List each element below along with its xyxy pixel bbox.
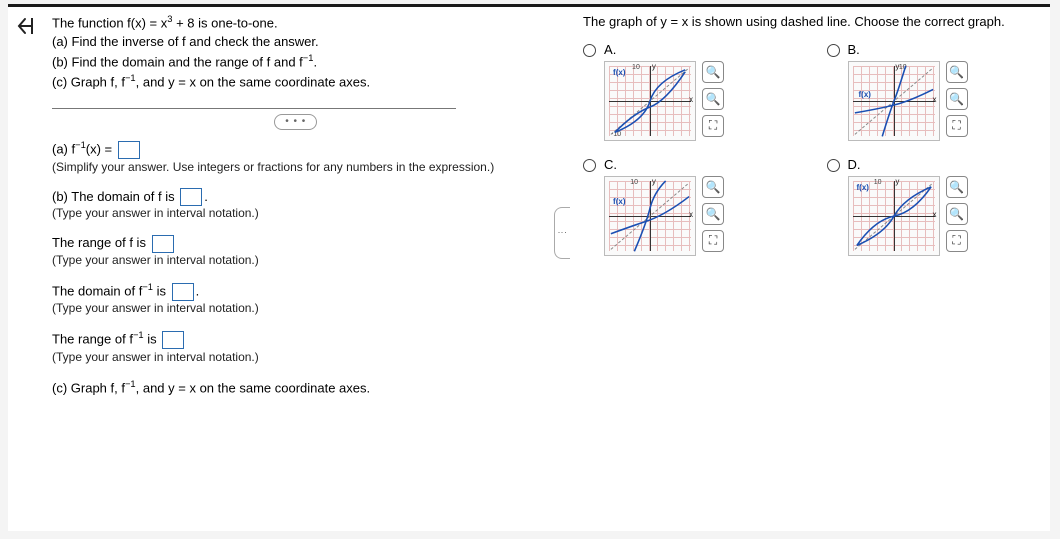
option-d-label: D. [848,157,1040,172]
zoom-icon[interactable]: 🔍 [946,88,968,110]
vertical-tab[interactable]: ⋮ [554,207,570,259]
answer-b1: (b) The domain of f is . (Type your answ… [52,188,557,221]
fx-text: The function f(x) = x [52,15,167,30]
answer-box-b2[interactable] [152,235,174,253]
page: The function f(x) = x3 + 8 is one-to-one… [8,4,1050,531]
graph-thumb-a[interactable]: y x 10 -10 f(x) [604,61,696,141]
expand-icon[interactable]: ⛶ [702,230,724,252]
zoom-in-icon[interactable]: 🔍 [702,61,724,83]
zoom-in-icon[interactable]: 🔍 [702,176,724,198]
zoom-in-icon[interactable]: 🔍 [946,61,968,83]
answer-box-b1[interactable] [180,188,202,206]
option-b-label: B. [848,42,1040,57]
question-panel: The function f(x) = x3 + 8 is one-to-one… [52,7,569,531]
graph-thumb-c[interactable]: y x 10 f(x) [604,176,696,256]
hint-b2: (Type your answer in interval notation.) [52,253,557,267]
radio-a[interactable] [583,44,596,57]
option-a: A. y x 10 -10 f(x) [583,42,796,141]
zoom-icon[interactable]: 🔍 [702,203,724,225]
answer-c: (c) Graph f, f−1, and y = x on the same … [52,378,557,398]
answer-box-b4[interactable] [162,331,184,349]
option-c: C. y x 10 f(x) [583,157,796,256]
hint-b1: (Type your answer in interval notation.) [52,206,557,220]
radio-d[interactable] [827,159,840,172]
back-column [8,7,52,531]
problem-statement: The function f(x) = x3 + 8 is one-to-one… [52,13,557,33]
divider [52,108,456,109]
part-c-text: (c) Graph f, f−1, and y = x on the same … [52,72,557,92]
answer-b2: The range of f is (Type your answer in i… [52,234,557,267]
zoom-icon[interactable]: 🔍 [702,88,724,110]
graph-thumb-b[interactable]: y x 10 f(x) [848,61,940,141]
expand-icon[interactable]: ⛶ [946,115,968,137]
hint-b4: (Type your answer in interval notation.) [52,350,557,364]
part-b-text: (b) Find the domain and the range of f a… [52,52,557,72]
graph-prompt: The graph of y = x is shown using dashed… [583,13,1040,32]
answer-a-line: (a) f−1(x) = [52,139,557,159]
fx-rest: + 8 is one-to-one. [172,15,277,30]
more-pill[interactable]: • • • [274,114,317,130]
answer-box-b3[interactable] [172,283,194,301]
option-b: B. y x 10 f(x) [827,42,1040,141]
answer-box-a[interactable] [118,141,140,159]
expand-icon[interactable]: ⛶ [946,230,968,252]
option-c-label: C. [604,157,796,172]
radio-c[interactable] [583,159,596,172]
expand-icon[interactable]: ⛶ [702,115,724,137]
answer-a-hint: (Simplify your answer. Use integers or f… [52,160,557,174]
option-d: D. y x 10 f(x) [827,157,1040,256]
options-grid: A. y x 10 -10 f(x) [583,42,1040,256]
radio-b[interactable] [827,44,840,57]
part-a-text: (a) Find the inverse of f and check the … [52,33,557,52]
zoom-icon[interactable]: 🔍 [946,203,968,225]
hint-b3: (Type your answer in interval notation.) [52,301,557,315]
answer-b3: The domain of f−1 is . (Type your answer… [52,281,557,315]
option-a-label: A. [604,42,796,57]
zoom-in-icon[interactable]: 🔍 [946,176,968,198]
choices-panel: The graph of y = x is shown using dashed… [569,7,1050,531]
answer-a: (a) f−1(x) = (Simplify your answer. Use … [52,139,557,173]
graph-thumb-d[interactable]: y x 10 f(x) [848,176,940,256]
back-icon[interactable] [14,15,42,37]
answer-b4: The range of f−1 is (Type your answer in… [52,329,557,363]
